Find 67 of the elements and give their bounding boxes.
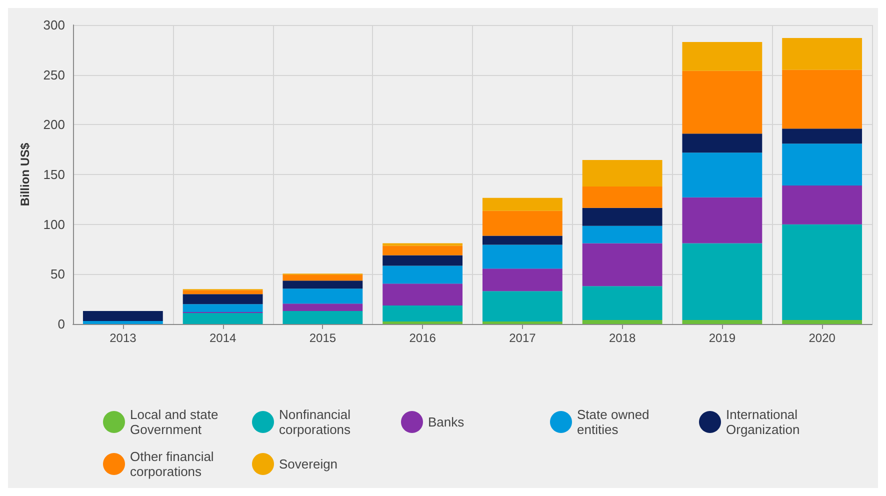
bar [382,284,463,306]
bar [182,290,263,294]
bar [482,198,562,211]
legend-label: Local and state Government [130,407,222,437]
bar [382,306,463,322]
bar [782,320,862,324]
y-tick-label: 300 [43,18,65,32]
x-tick-label: 2020 [808,331,836,345]
bar [582,208,662,226]
legend-label: International Organization [726,407,802,437]
legend-label: Sovereign [279,456,338,472]
legend-label: Other financial corporations [130,449,218,479]
bar [182,304,263,312]
legend-label: State owned entities [577,407,653,437]
y-axis-title: Billion US$ [18,142,32,206]
bar [782,144,862,186]
bar [582,320,662,324]
bar [382,255,463,266]
bar [382,266,463,284]
bar [582,160,662,186]
bar [782,185,862,224]
bar [582,186,662,208]
bar [682,152,762,198]
bar [482,236,562,245]
bar [482,244,562,269]
bar [182,294,263,304]
bar [682,42,762,71]
x-tick-label: 2014 [209,331,236,345]
bar [82,311,163,322]
bar [482,268,562,292]
bar [782,70,862,129]
bar [682,70,762,134]
y-tick-label: 50 [50,266,65,282]
bar [782,224,862,320]
bar [582,286,662,320]
bar [682,134,762,153]
bar [782,128,862,144]
bar [482,291,562,322]
bar [682,243,762,320]
y-tick-label: 200 [43,117,65,132]
bar [282,311,363,324]
bar [282,288,363,304]
y-tick-label: 150 [43,167,65,182]
bar [682,197,762,244]
bar [782,38,862,70]
bar [682,320,762,324]
x-tick-label: 2018 [608,331,636,345]
y-tick-label: 0 [58,316,65,332]
bar [482,210,562,236]
y-tick-label: 100 [43,216,65,232]
x-tick-label: 2015 [309,331,336,345]
x-tick-label: 2016 [409,331,436,345]
bar [282,274,363,281]
bar [282,304,363,312]
x-tick-label: 2013 [110,331,137,345]
x-tick-label: 2019 [708,331,736,345]
bar [582,243,662,286]
legend-label: Banks [428,414,465,430]
bar [382,243,463,246]
y-tick-label: 250 [43,67,65,82]
bar [282,280,363,289]
bar [82,321,163,324]
bar [182,313,263,324]
legend-label: Nonfinancial corporations [279,407,354,437]
bar [582,226,662,244]
x-tick-label: 2017 [509,331,536,345]
bar [382,246,463,256]
